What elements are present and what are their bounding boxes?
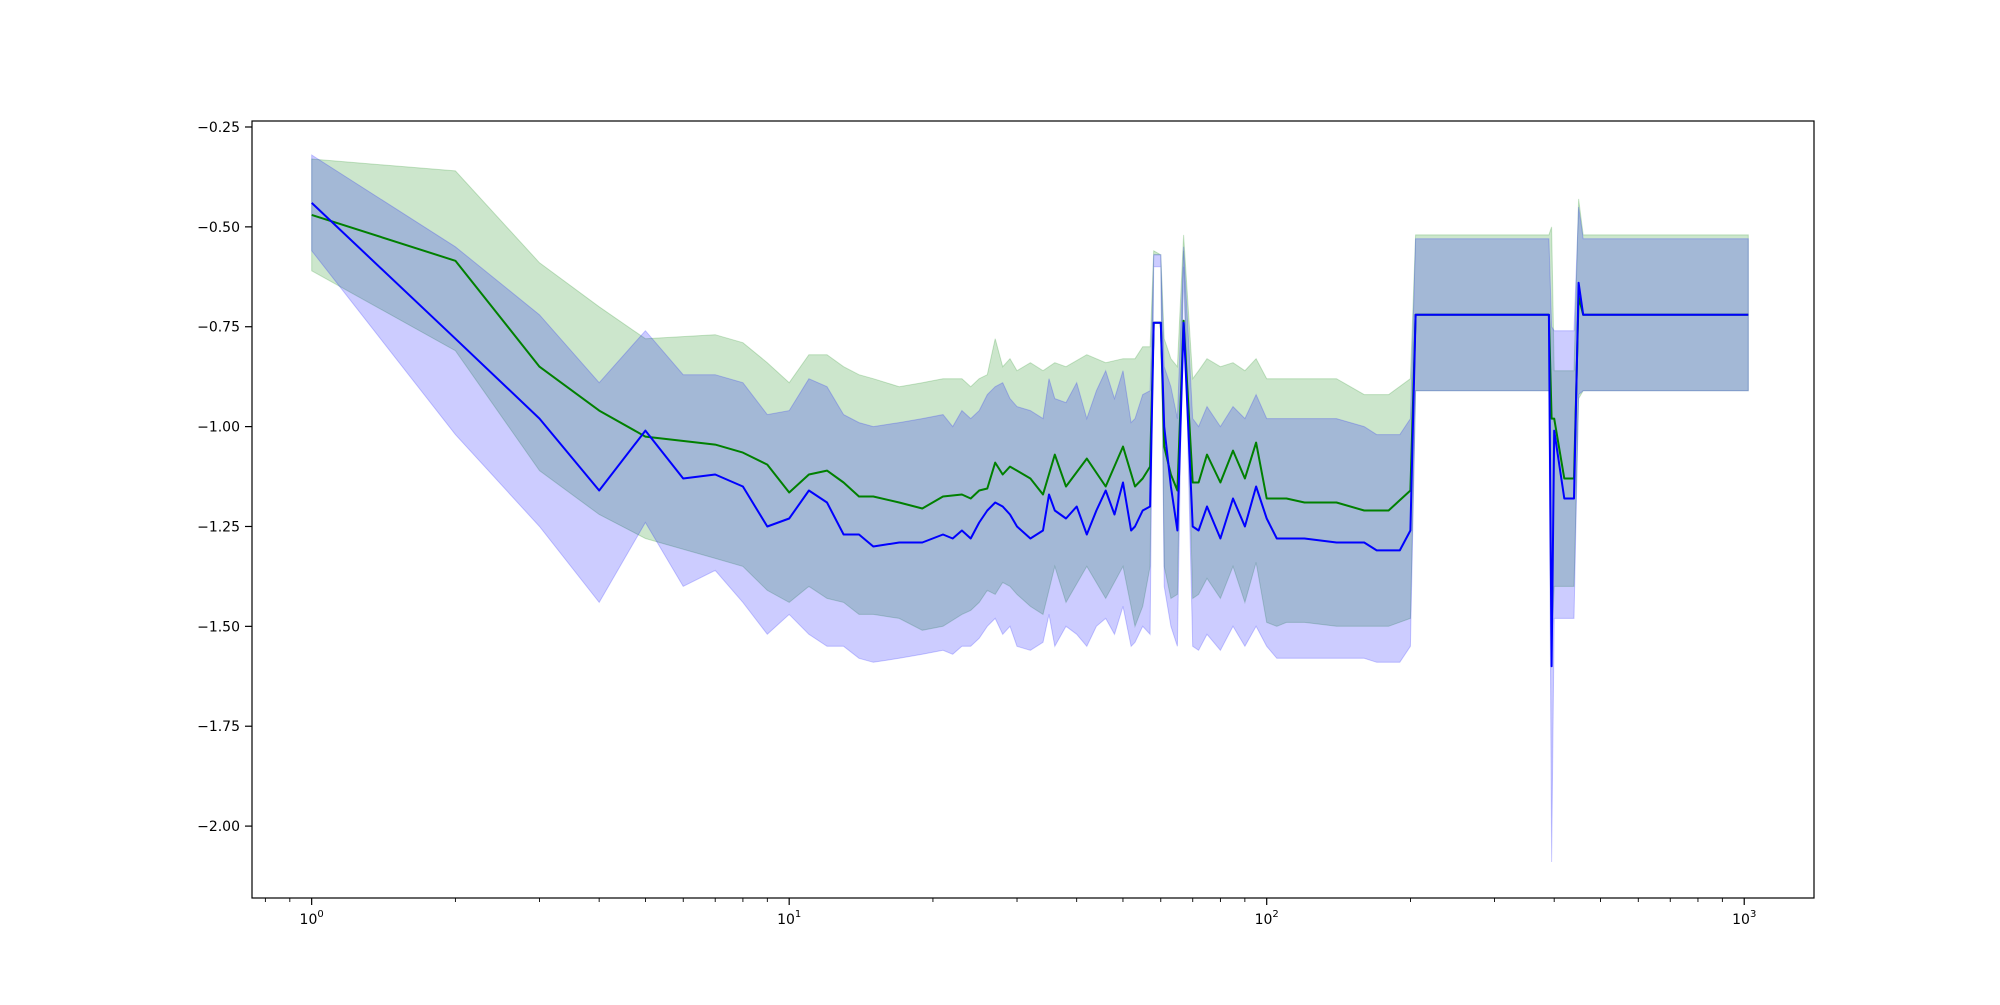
x-tick-label-base: 10 [1255, 912, 1273, 928]
x-tick-label-2: 102 [1255, 909, 1279, 928]
x-tick-label-base: 10 [777, 912, 795, 928]
y-tick-label-6: −1.75 [197, 719, 240, 735]
y-axis: −0.25 −0.50 −0.75 −1.00 −1.25 −1.50 −1.75 −2.00 [197, 120, 252, 835]
series-0-line [311, 213, 1749, 512]
y-tick-label-3: −1.00 [197, 420, 240, 436]
x-tick-label-0: 100 [300, 909, 324, 928]
x-tick-label-base: 10 [300, 912, 318, 928]
series-1-line [311, 202, 1749, 668]
series-lines-layer [311, 202, 1749, 668]
x-tick-label-exponent: 0 [317, 909, 323, 920]
x-tick-label-exponent: 3 [1750, 909, 1756, 920]
x-tick-label-3: 103 [1732, 909, 1756, 928]
series-0-band [311, 158, 1749, 647]
plot-frame [251, 120, 1815, 899]
x-tick-label-exponent: 2 [1272, 909, 1278, 920]
confidence-bands-layer [311, 154, 1749, 863]
y-tick-label-0: −0.25 [197, 120, 240, 136]
y-tick-label-5: −1.50 [197, 619, 240, 635]
y-tick-label-4: −1.25 [197, 519, 240, 535]
x-tick-label-1: 101 [777, 909, 801, 928]
y-tick-label-2: −0.75 [197, 320, 240, 336]
x-tick-label-base: 10 [1732, 912, 1750, 928]
y-tick-label-1: −0.50 [197, 220, 240, 236]
x-tick-label-exponent: 1 [795, 909, 801, 920]
series-1-band [311, 154, 1749, 863]
x-axis: 100 101 102 103 [264, 898, 1756, 928]
y-tick-label-7: −2.00 [197, 819, 240, 835]
